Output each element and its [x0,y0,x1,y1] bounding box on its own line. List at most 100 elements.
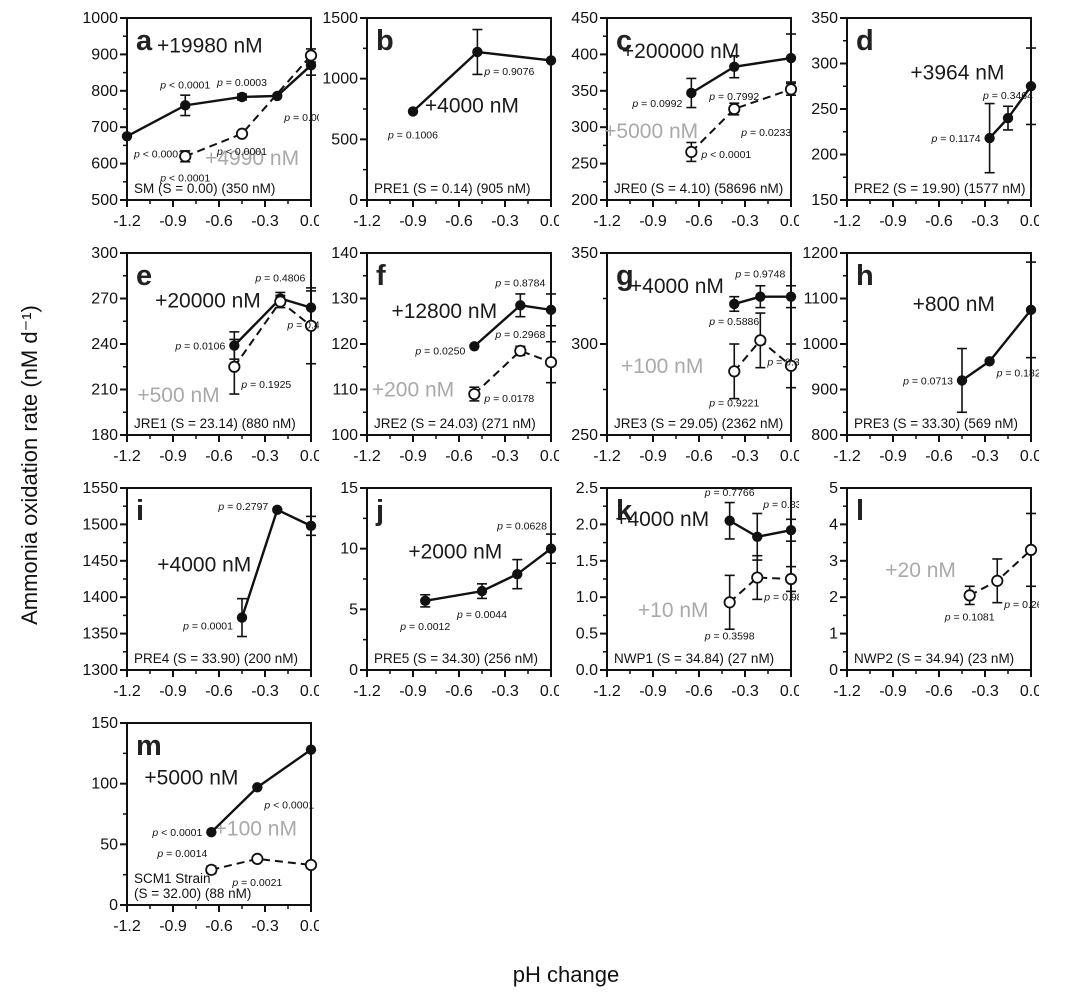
data-point-filled [121,131,133,142]
x-tick-label: -0.6 [685,683,713,700]
y-tick-label: 120 [331,336,358,353]
x-tick-label: -0.3 [971,448,999,465]
p-value-label: p = 0.9748 [734,269,785,281]
panel-letter: e [136,260,152,292]
x-tick-label: -0.9 [639,683,667,700]
data-point-open [274,295,287,308]
x-tick-label: -0.9 [159,448,187,465]
data-point-filled [755,291,766,302]
panel-i-plot: 1300 1350 1400 1450 1500 1550 -1.2 -0.9 -0.6 -0.3… [82,480,322,700]
p-value-label: p = 0.0992 [631,98,682,110]
series-line-open [690,88,792,153]
panel-e-plot: 180 210 240 270 300 -1.2 -0.9 -0.6 -0.3 0.0 e+2000… [91,245,337,465]
x-tick-label: -0.3 [731,683,759,700]
x-tick-label: -0.9 [879,213,907,230]
y-tick-label: 1000 [82,10,118,27]
x-tick-label: 0.0 [540,448,559,465]
annotation-open-amendment: +100 nM [621,355,703,378]
y-tick-label: 150 [91,715,118,732]
data-point-filled [785,525,797,536]
annotation-filled-amendment: +12800 nM [391,300,497,323]
panel-k: 0.0 0.5 1.0 1.5 2.0 2.5 -1.2 -0.9 -0.6 -0.3 0.0 k +4… [559,478,815,713]
p-value-label: p = 0.0713 [902,375,953,387]
station-label: PRE5 (S = 34.30) (256 nM) [374,651,538,666]
y-tick-label: 0 [109,897,118,914]
plot-frame [846,17,1032,201]
plot-frame [366,487,552,671]
y-tick-label: 450 [571,10,598,27]
y-tick-label: 0 [349,662,358,679]
x-tick-label: 0.0 [1020,448,1039,465]
data-point-open [468,387,481,401]
data-point-filled [180,100,191,111]
p-value-label: p = 0.2968 [494,329,545,341]
p-value-label: p = 0.1081 [944,611,995,623]
series-line-filled [690,56,792,95]
y-tick-label: 1400 [82,589,118,606]
y-tick-label: 300 [571,119,598,136]
panel-letter: d [856,25,874,57]
y-tick-label: 4 [829,516,838,533]
y-tick-label: 800 [811,427,838,444]
data-point-open [728,102,741,116]
y-tick-label: 350 [811,10,838,27]
x-tick-label: -0.9 [399,448,427,465]
annotation-filled-amendment: +4000 nM [157,553,251,576]
x-tick-label: 0.0 [540,213,559,230]
data-point-filled [206,827,217,838]
x-axis-label: pH change [512,962,620,987]
data-point-open [784,359,798,372]
panel-l-plot: 0 1 2 3 4 5 -1.2 -0.9 -0.6 -0.3 0.0 l +20 nM NWP2 (S … [829,480,1054,700]
data-point-filled [729,61,740,72]
data-point-open [784,572,798,586]
data-point-open [251,852,264,865]
data-point-open [723,596,736,609]
data-point-filled [476,585,488,597]
plot-frame [126,17,312,201]
panel-c-plot: 200 250 300 350 400 450 -1.2 -0.9 -0.6 -0.3 0.0 c+2… [571,10,802,230]
x-tick-label: -0.6 [685,213,713,230]
p-value-label: p = 0.7992 [708,91,759,103]
y-tick-label: 250 [571,427,598,444]
station-label: SCM1 Strain [134,871,211,886]
panel-letter: i [136,495,144,527]
x-tick-label: 0.0 [780,448,799,465]
x-tick-label: -1.2 [113,918,141,935]
y-tick-label: 1000 [802,336,838,353]
data-point-open [304,319,318,332]
p-value-label: p = 0.0001 [182,621,233,633]
y-tick-label: 2.5 [576,480,598,497]
plot-frame [126,722,312,906]
annotation-open-amendment: +500 nM [137,384,219,407]
data-point-filled [305,520,317,532]
y-tick-label: 2 [829,589,838,606]
panel-letter: m [136,730,162,762]
data-point-filled [545,304,557,316]
y-tick-label: 240 [91,336,118,353]
p-value-label: p = 0.1823 [996,367,1039,379]
p-value-label: p = 0.2685 [1003,599,1039,611]
x-tick-label: -0.9 [399,213,427,230]
data-point-filled [752,531,763,542]
x-tick-label: -0.9 [879,448,907,465]
p-value-label: p < 0.0001 [216,146,267,158]
x-tick-label: 0.0 [300,683,319,700]
x-tick-label: -1.2 [353,213,381,230]
panel-l: 0 1 2 3 4 5 -1.2 -0.9 -0.6 -0.3 0.0 l +20 nM NWP2 (S … [799,478,1054,713]
data-point-filled [272,90,283,102]
panel-f-plot: 100 110 120 130 140 -1.2 -0.9 -0.6 -0.3 0.0 f+1280… [331,245,562,465]
panel-c: 200 250 300 350 400 450 -1.2 -0.9 -0.6 -0.3 0.0 c +2… [559,8,802,243]
series-line-open [184,54,312,158]
annotation-filled-amendment: +20000 nM [155,289,261,312]
x-tick-label: -0.6 [925,448,953,465]
panel-i: 1300 1350 1400 1450 1500 1550 -1.2 -0.9 -0.6 -0.3… [79,478,322,713]
y-tick-label: 0.0 [576,662,598,679]
station-label: PRE4 (S = 33.90) (200 nM) [134,651,298,666]
annotation-open-amendment: +200 nM [372,379,454,402]
y-tick-label: 0 [349,192,358,209]
y-tick-label: 2.0 [576,516,598,533]
x-tick-label: -0.3 [971,213,999,230]
panel-b: 0 500 1000 1500 -1.2 -0.9 -0.6 -0.3 0.0 b +4000 nM… [319,8,562,243]
p-value-label: p = 0.0003 [216,77,267,89]
